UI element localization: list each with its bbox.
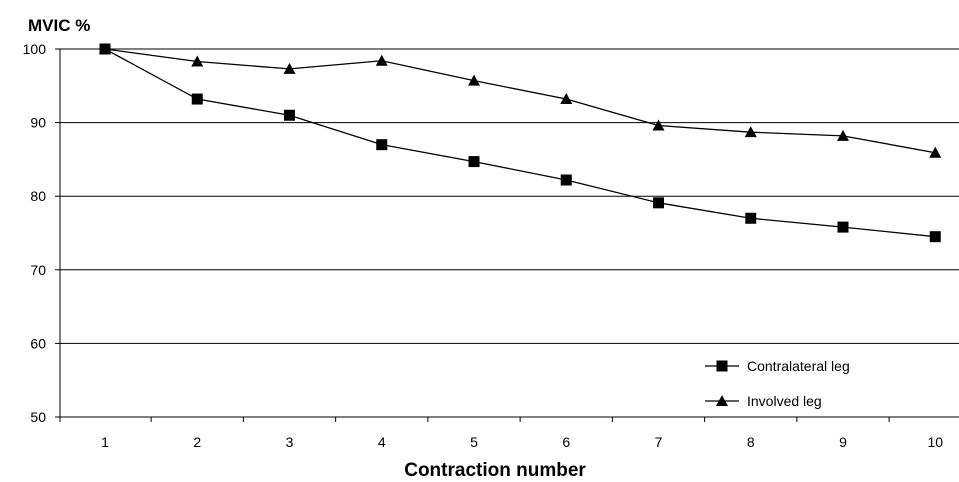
data-point-triangle: [283, 62, 296, 74]
x-tick-label: 8: [747, 434, 755, 450]
data-point-square: [929, 231, 941, 243]
data-point-square: [284, 109, 295, 121]
data-point-triangle: [99, 43, 111, 54]
y-tick-labels: 50 60 70 80 90 100: [23, 41, 47, 425]
x-tick-label: 10: [927, 434, 943, 450]
x-tick-label: 7: [655, 434, 663, 450]
data-point-square: [837, 221, 849, 233]
legend: Contralateral leg Involved leg: [705, 358, 850, 409]
x-axis-title: Contraction number: [404, 460, 586, 481]
data-point-square: [191, 93, 203, 105]
series-layer: [99, 43, 942, 243]
gridlines: [60, 48, 959, 344]
x-tick-label: 3: [286, 434, 294, 450]
y-tick-label: 100: [23, 41, 47, 57]
data-point-triangle: [744, 126, 757, 138]
data-point-triangle: [191, 55, 204, 67]
axes: [55, 48, 959, 422]
y-axis-title: MVIC %: [28, 16, 90, 35]
y-tick-label: 90: [30, 115, 46, 131]
data-point-square: [653, 197, 664, 209]
series-square: [99, 43, 941, 243]
x-tick-label: 6: [562, 434, 570, 450]
series-line: [104, 48, 936, 154]
data-point-square: [745, 212, 757, 224]
y-tick-label: 80: [30, 188, 46, 204]
data-point-square: [376, 139, 388, 151]
data-point-square: [560, 174, 572, 186]
legend-item: Involved leg: [705, 393, 822, 409]
x-tick-label: 9: [839, 434, 847, 450]
x-tick-label: 5: [470, 434, 478, 450]
series-triangle: [99, 43, 942, 158]
data-point-triangle: [837, 129, 849, 141]
data-point-triangle: [375, 54, 388, 66]
data-point-square: [716, 360, 728, 372]
data-point-triangle: [929, 146, 942, 158]
x-tick-labels: 1 2 3 4 5 6 7 8 9 10: [101, 434, 943, 450]
data-point-square: [468, 156, 480, 168]
data-point-triangle: [652, 119, 665, 131]
series-line: [104, 48, 936, 238]
y-tick-label: 50: [30, 409, 46, 425]
data-point-triangle: [716, 395, 728, 406]
x-tick-label: 4: [378, 434, 386, 450]
data-point-triangle: [468, 74, 480, 86]
x-tick-label: 2: [193, 434, 201, 450]
legend-item: Contralateral leg: [705, 358, 850, 374]
y-tick-label: 70: [30, 262, 46, 278]
legend-label: Contralateral leg: [747, 358, 850, 374]
legend-label: Involved leg: [747, 393, 822, 409]
data-point-triangle: [560, 93, 573, 105]
y-tick-label: 60: [30, 335, 46, 351]
x-tick-label: 1: [101, 434, 109, 450]
